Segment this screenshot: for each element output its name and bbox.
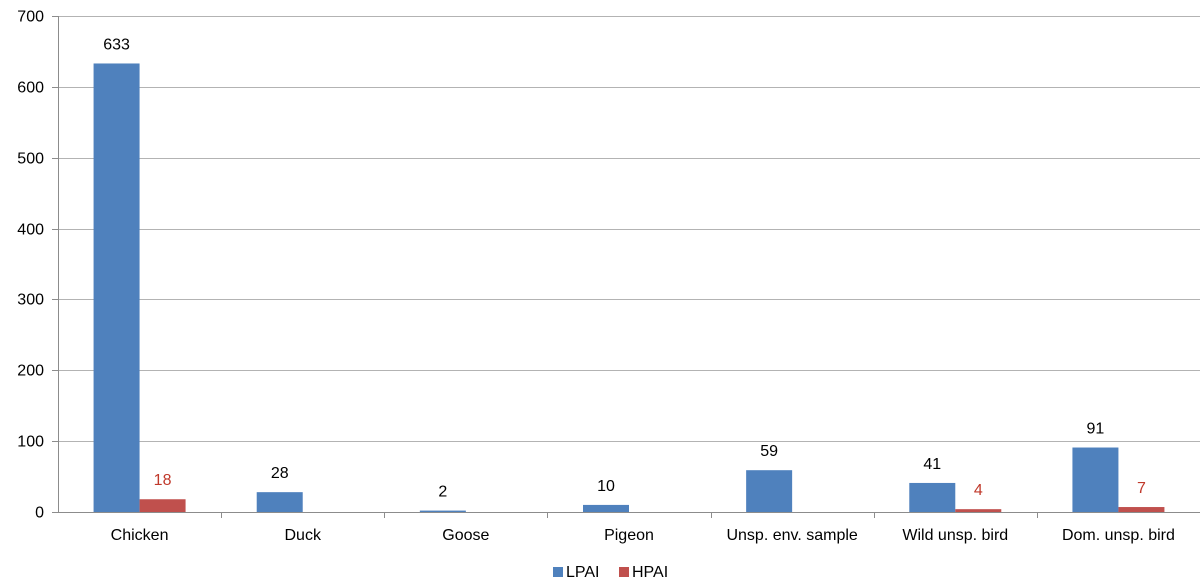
data-label-hpai: 7 (1137, 480, 1146, 497)
x-category-label: Wild unsp. bird (902, 527, 1008, 544)
y-tick-label: 700 (17, 9, 44, 26)
y-tick-label: 100 (17, 434, 44, 451)
data-label-lpai: 10 (597, 478, 615, 495)
legend-swatch-hpai (619, 567, 629, 577)
data-label-lpai: 28 (271, 465, 289, 482)
data-label-hpai: 18 (154, 472, 172, 489)
data-label-lpai: 41 (923, 456, 941, 473)
y-tick-label: 600 (17, 80, 44, 97)
y-tick-label: 0 (35, 505, 44, 522)
data-label-lpai: 91 (1087, 421, 1105, 438)
y-tick-label: 400 (17, 222, 44, 239)
x-category-label: Duck (284, 527, 321, 544)
bar-hpai (1118, 507, 1165, 512)
bar-lpai (909, 482, 956, 512)
data-labels: 633 18 28 2 10 59 41 4 91 7 (103, 36, 1146, 500)
data-label-lpai: 633 (103, 36, 130, 53)
bar-lpai (93, 63, 140, 513)
y-tick-label: 500 (17, 151, 44, 168)
x-category-label: Goose (442, 527, 489, 544)
data-label-hpai: 4 (974, 482, 983, 499)
bars (93, 63, 1165, 513)
x-category-label: Chicken (111, 527, 169, 544)
x-category-label: Unsp. env. sample (726, 527, 857, 544)
x-category-label: Dom. unsp. bird (1062, 527, 1175, 544)
bar-lpai (1072, 447, 1119, 512)
data-label-lpai: 59 (760, 443, 778, 460)
legend-label-lpai: LPAI (566, 564, 600, 581)
legend-swatch-lpai (553, 567, 563, 577)
bar-lpai (583, 504, 629, 512)
x-category-label: Pigeon (604, 527, 654, 544)
y-tick-label: 200 (17, 363, 44, 380)
gridlines (52, 16, 1200, 518)
bar-lpai (746, 470, 793, 512)
bar-lpai (256, 492, 303, 512)
data-label-lpai: 2 (438, 484, 447, 501)
bar-hpai (139, 499, 186, 512)
bar-hpai (955, 509, 1002, 512)
legend-label-hpai: HPAI (632, 564, 668, 581)
y-axis-ticks: 0 100 200 300 400 500 600 700 (17, 9, 44, 522)
y-tick-label: 300 (17, 292, 44, 309)
bar-lpai (419, 510, 466, 512)
x-axis-categories: Chicken Duck Goose Pigeon Unsp. env. sample W… (111, 527, 1175, 544)
legend: LPAI HPAI (553, 564, 668, 581)
